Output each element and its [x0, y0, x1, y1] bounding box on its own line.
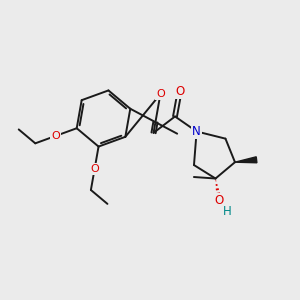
Text: O: O	[214, 194, 224, 207]
Text: O: O	[51, 131, 60, 141]
Text: O: O	[90, 164, 99, 174]
Text: O: O	[175, 85, 184, 98]
Text: N: N	[192, 125, 201, 138]
Text: O: O	[156, 89, 165, 99]
Text: H: H	[223, 205, 232, 218]
Polygon shape	[235, 157, 257, 163]
